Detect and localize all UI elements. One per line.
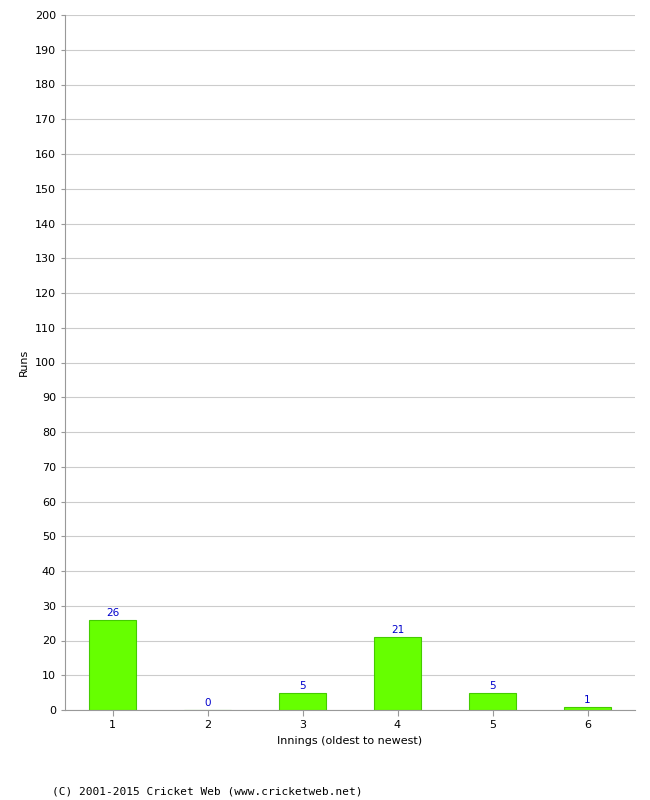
- Bar: [564, 706, 611, 710]
- Text: 1: 1: [584, 694, 591, 705]
- Text: 21: 21: [391, 626, 404, 635]
- Text: 5: 5: [299, 681, 305, 691]
- X-axis label: Innings (oldest to newest): Innings (oldest to newest): [278, 736, 422, 746]
- Y-axis label: Runs: Runs: [20, 349, 29, 376]
- Bar: [374, 637, 421, 710]
- Text: (C) 2001-2015 Cricket Web (www.cricketweb.net): (C) 2001-2015 Cricket Web (www.cricketwe…: [52, 786, 363, 796]
- Text: 5: 5: [489, 681, 496, 691]
- Text: 26: 26: [106, 608, 119, 618]
- Bar: [279, 693, 326, 710]
- Bar: [469, 693, 516, 710]
- Text: 0: 0: [204, 698, 211, 708]
- Bar: [89, 620, 136, 710]
